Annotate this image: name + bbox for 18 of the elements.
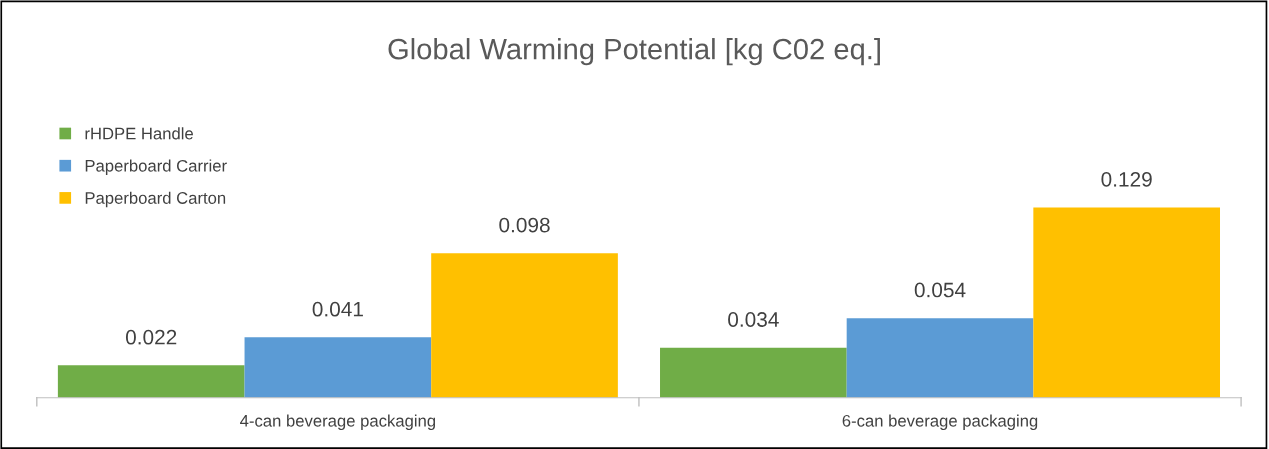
x-tick-label: 4-can beverage packaging	[240, 414, 436, 431]
data-label: 0.022	[125, 329, 177, 345]
legend-label: Paperboard Carrier	[85, 159, 227, 175]
bar	[57, 365, 245, 398]
chart-title: Global Warming Potential [kg C02 eq.]	[388, 38, 880, 66]
bar	[431, 253, 618, 398]
data-label: 0.054	[914, 282, 966, 298]
data-label: 0.129	[1101, 171, 1152, 187]
bar	[244, 337, 432, 398]
legend-label: rHDPE Handle	[85, 127, 193, 140]
legend-label: Paperboard Carton	[85, 191, 226, 208]
bar	[1033, 207, 1221, 398]
x-tick-label: 6-can beverage packaging	[842, 414, 1038, 431]
data-label: 0.034	[728, 312, 779, 327]
bar	[846, 318, 1034, 398]
bar	[660, 347, 847, 398]
data-label: 0.098	[499, 217, 550, 233]
data-label: 0.041	[312, 301, 363, 317]
